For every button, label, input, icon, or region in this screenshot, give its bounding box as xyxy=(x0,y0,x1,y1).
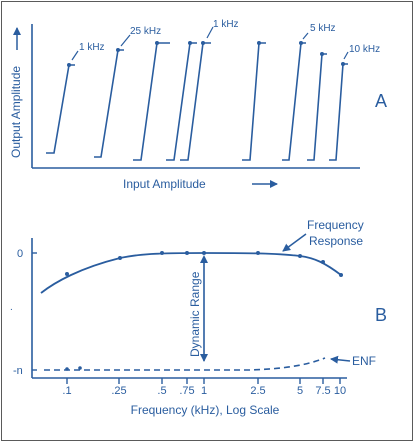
x-tick-label: .5 xyxy=(157,385,166,397)
panel-a-x-axis-label: Input Amplitude xyxy=(123,177,206,191)
frequency-response-point xyxy=(160,251,164,255)
panel-a-dot xyxy=(116,48,120,52)
panel-a-dot xyxy=(341,62,345,66)
x-tick-label: 7.5 xyxy=(315,385,330,397)
enf-pointer xyxy=(330,355,351,364)
panel-a-y-axis-label: Output Amplitude xyxy=(9,66,23,158)
panel-b-y-tick-label-0: 0 xyxy=(17,248,23,260)
x-tick-label: 5 xyxy=(297,385,303,397)
panel-a-dot xyxy=(67,63,71,67)
curve-label-leader xyxy=(71,50,79,61)
panel-a-curve-3 xyxy=(133,42,170,161)
panel-a: Output Amplitude Input Amplitude xyxy=(9,19,387,191)
panel-b-letter: B xyxy=(375,305,387,325)
frequency-response-point xyxy=(65,272,69,276)
frequency-response-pointer xyxy=(282,233,307,252)
frequency-response-point xyxy=(298,254,302,258)
frequency-response-point xyxy=(185,251,189,255)
curve-label-leader xyxy=(120,34,131,47)
enf-curve xyxy=(44,357,326,371)
panel-a-dot xyxy=(201,41,205,45)
curve-label-leader xyxy=(302,32,309,40)
panel-a-curve-9 xyxy=(329,63,348,161)
x-tick-label: 2.5 xyxy=(250,385,265,397)
panel-a-curve-4 xyxy=(166,42,197,161)
curve-label-25khz: 25 kHz xyxy=(130,26,161,37)
panel-a-curve-8 xyxy=(307,53,327,161)
frequency-response-point xyxy=(321,260,325,264)
panel-b-x-axis-label: Frequency (kHz), Log Scale xyxy=(131,403,280,417)
frequency-response-point xyxy=(118,256,122,260)
x-tick-label: 1 xyxy=(201,385,207,397)
panel-a-curve-2 xyxy=(94,49,124,158)
frequency-response-point xyxy=(256,251,260,255)
panel-a-curve-7 xyxy=(282,42,306,161)
curve-label-10khz: 10 kHz xyxy=(349,44,380,55)
x-tick-label: .1 xyxy=(62,385,71,397)
panel-b-small-mark: . xyxy=(10,302,13,313)
curve-label-leader xyxy=(343,51,349,60)
panel-a-curve-1 xyxy=(46,64,75,154)
panel-a-dot xyxy=(320,52,324,56)
curve-label-1khz-b: 1 kHz xyxy=(213,19,239,30)
curve-label-1khz-a: 1 kHz xyxy=(79,42,105,53)
frequency-response-label-line2: Response xyxy=(309,234,363,248)
frequency-response-label-line1: Frequency xyxy=(307,218,364,232)
panel-a-curve-6 xyxy=(242,42,266,161)
panel-b-y-tick-label-n: -n xyxy=(13,365,23,377)
enf-point xyxy=(65,367,69,371)
panel-a-dot xyxy=(299,41,303,45)
panel-a-dot xyxy=(155,41,159,45)
panel-a-dot xyxy=(257,41,261,45)
frequency-response-point xyxy=(339,273,343,277)
enf-label: ENF xyxy=(352,354,376,368)
panel-a-dot xyxy=(188,41,192,45)
x-tick-label: 10 xyxy=(334,385,346,397)
curve-label-5khz: 5 kHz xyxy=(310,23,336,34)
panel-a-letter: A xyxy=(375,91,387,111)
x-tick-label: .25 xyxy=(111,385,126,397)
x-tick-label: .75 xyxy=(179,385,194,397)
panel-b: 0 -n .1 .25 .5 .75 1 2.5 5 7.5 10 xyxy=(10,218,387,417)
panel-a-curve-5 xyxy=(180,42,211,161)
enf-point xyxy=(78,366,82,370)
dynamic-range-label: Dynamic Range xyxy=(188,271,202,357)
curve-label-leader xyxy=(206,26,214,39)
frequency-response-point xyxy=(202,251,206,255)
